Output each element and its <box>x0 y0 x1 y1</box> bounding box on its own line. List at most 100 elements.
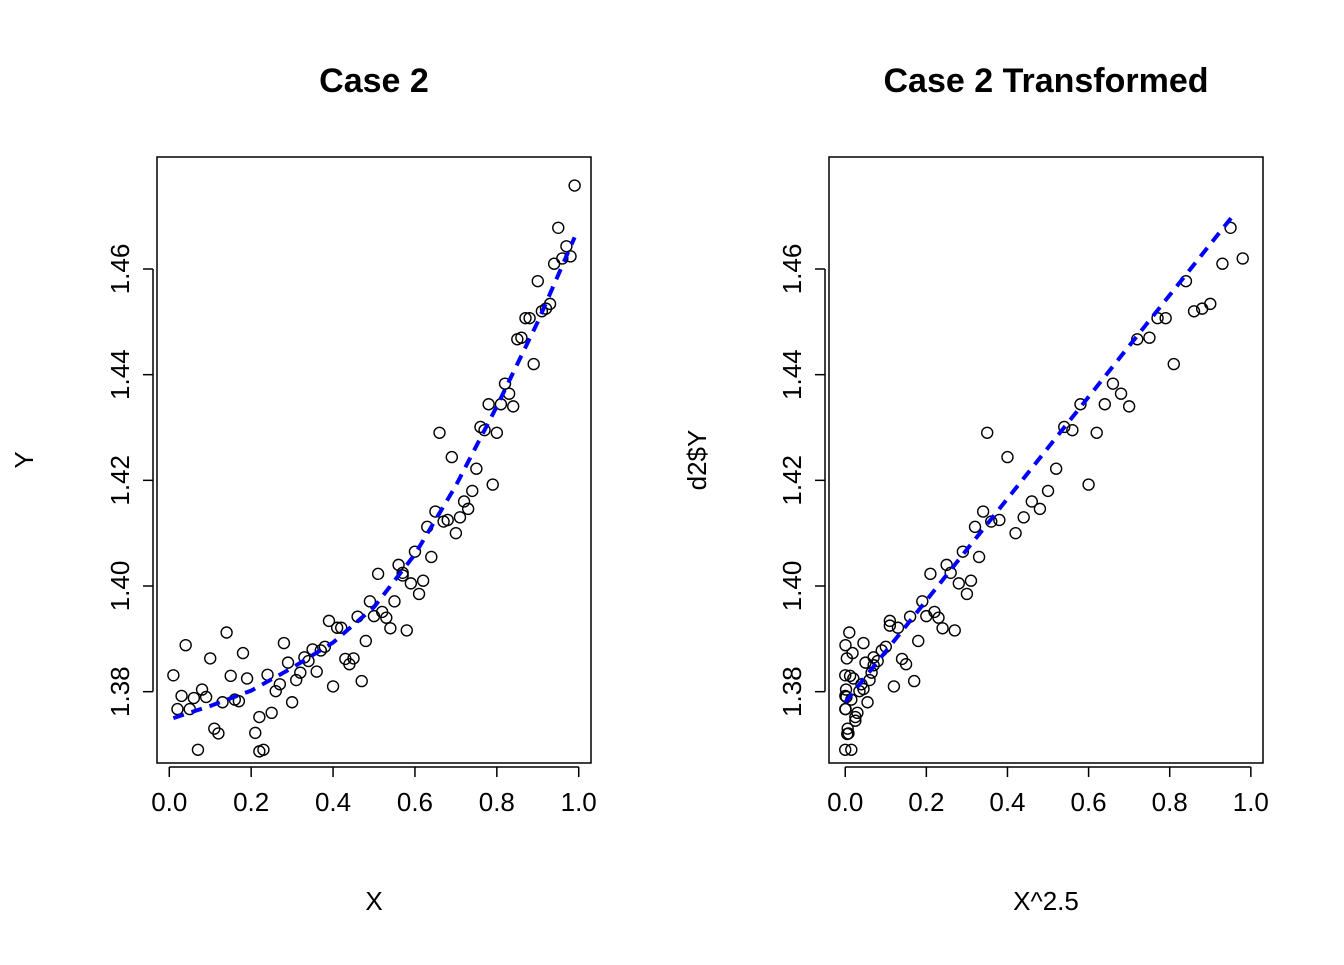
data-point <box>1131 333 1144 346</box>
data-point <box>887 680 901 693</box>
data-point <box>871 654 884 668</box>
x-tick-label: 0.0 <box>151 787 187 817</box>
data-point <box>547 257 561 270</box>
data-point <box>1025 495 1039 508</box>
data-point <box>1098 398 1112 411</box>
data-point <box>1159 311 1172 325</box>
fit-line <box>843 214 1235 704</box>
data-point <box>867 659 880 672</box>
data-point <box>568 179 581 192</box>
data-point <box>1216 257 1229 270</box>
data-point <box>179 638 192 652</box>
data-point <box>294 666 307 679</box>
data-point <box>363 595 377 608</box>
data-point <box>220 626 233 639</box>
data-point <box>1066 423 1079 437</box>
data-point <box>839 638 852 652</box>
data-point <box>960 587 974 601</box>
data-point <box>322 614 336 628</box>
x-tick-label: 0.8 <box>1152 787 1188 817</box>
data-point <box>1058 420 1071 434</box>
data-point <box>212 727 225 740</box>
data-point <box>404 577 418 590</box>
data-point <box>449 526 463 540</box>
y-axis: 1.38 1.40 1.42 1.44 1.46 <box>777 244 826 717</box>
data-point <box>883 619 897 632</box>
data-point <box>457 495 471 508</box>
data-point <box>843 626 856 639</box>
chart-title: Case 2 Transformed <box>883 62 1208 100</box>
data-point <box>507 400 520 413</box>
data-point <box>204 652 217 665</box>
data-point <box>199 690 213 704</box>
x-tick-label: 0.6 <box>1071 787 1107 817</box>
data-point <box>1001 450 1014 464</box>
data-point <box>273 678 287 691</box>
data-point <box>1106 377 1120 390</box>
fit-line-path <box>843 214 1235 704</box>
data-point <box>883 614 897 628</box>
data-point <box>416 574 430 587</box>
data-point <box>298 651 311 664</box>
data-point <box>171 702 184 716</box>
data-point <box>841 727 854 741</box>
data-point <box>851 706 864 720</box>
data-point <box>1009 526 1022 540</box>
data-point <box>1074 398 1087 411</box>
data-point <box>849 714 862 727</box>
data-point <box>208 722 221 735</box>
data-point <box>261 668 274 681</box>
data-point <box>355 674 368 688</box>
data-point <box>232 694 246 708</box>
data-point <box>400 624 413 637</box>
data-point <box>470 462 483 475</box>
chart-title: Case 2 <box>319 62 429 100</box>
data-point <box>839 743 852 756</box>
data-point <box>839 702 852 716</box>
data-point <box>968 520 982 534</box>
data-point <box>839 683 853 696</box>
data-point <box>175 689 188 703</box>
data-point <box>318 640 332 653</box>
data-point <box>1049 462 1063 475</box>
data-point <box>240 672 254 685</box>
data-point <box>1204 297 1217 311</box>
data-point <box>167 669 180 682</box>
x-axis-label: X <box>365 886 382 916</box>
data-point <box>441 513 454 527</box>
data-point <box>187 691 201 705</box>
data-point <box>335 621 348 634</box>
chart-panel-case-2: Case 2 X Y 0.0 0.2 0.4 0.6 0.8 1.0 1.381.401.… <box>9 62 597 916</box>
y-tick-label: 1.44 <box>105 349 135 400</box>
data-point <box>891 621 905 634</box>
data-point <box>1167 357 1180 371</box>
data-point <box>543 297 557 311</box>
plot-frame <box>156 156 592 764</box>
data-point <box>281 656 295 669</box>
data-point <box>839 669 852 682</box>
data-point <box>843 669 857 683</box>
y-tick-label: 1.42 <box>777 455 807 506</box>
data-point <box>224 669 237 683</box>
data-point <box>980 426 994 439</box>
y-tick-label: 1.42 <box>105 455 135 506</box>
data-point <box>531 274 544 288</box>
data-point <box>314 644 327 657</box>
data-point <box>556 252 569 265</box>
data-point <box>861 696 874 709</box>
data-point <box>265 706 278 720</box>
data-point <box>1090 426 1103 439</box>
y-axis-label: Y <box>9 451 39 468</box>
fit-line <box>172 236 577 720</box>
data-point <box>867 651 880 664</box>
data-point <box>482 398 495 411</box>
chart-panel-case-2-transformed: Case 2 Transformed X^2.5 d2$Y 0.0 0.2 0.4 0… <box>682 62 1269 916</box>
data-point <box>527 357 540 371</box>
data-point <box>326 680 340 693</box>
scatter-points <box>839 221 1249 756</box>
data-point <box>425 550 438 564</box>
data-point <box>845 743 858 756</box>
data-point <box>392 558 405 572</box>
data-point <box>277 636 291 650</box>
